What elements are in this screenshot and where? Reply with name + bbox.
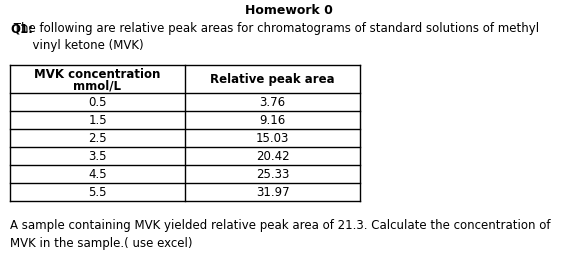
Text: 3.76: 3.76 [260, 95, 286, 108]
Text: 5.5: 5.5 [88, 186, 107, 198]
Text: 1.5: 1.5 [88, 113, 107, 126]
Text: 4.5: 4.5 [88, 167, 107, 180]
Text: mmol/L: mmol/L [73, 80, 121, 92]
Text: Homework 0: Homework 0 [245, 4, 333, 17]
Text: 20.42: 20.42 [255, 149, 290, 162]
Text: Q1:: Q1: [10, 22, 33, 35]
Text: Relative peak area: Relative peak area [210, 73, 335, 86]
Text: 2.5: 2.5 [88, 131, 107, 144]
Text: A sample containing MVK yielded relative peak area of 21.3. Calculate the concen: A sample containing MVK yielded relative… [10, 219, 550, 250]
Text: The following are relative peak areas for chromatograms of standard solutions of: The following are relative peak areas fo… [10, 22, 539, 52]
Text: 0.5: 0.5 [88, 95, 107, 108]
Text: 15.03: 15.03 [256, 131, 289, 144]
Text: 9.16: 9.16 [260, 113, 286, 126]
Text: 25.33: 25.33 [256, 167, 289, 180]
Text: 31.97: 31.97 [255, 186, 290, 198]
Text: 3.5: 3.5 [88, 149, 107, 162]
Text: MVK concentration: MVK concentration [34, 68, 161, 81]
